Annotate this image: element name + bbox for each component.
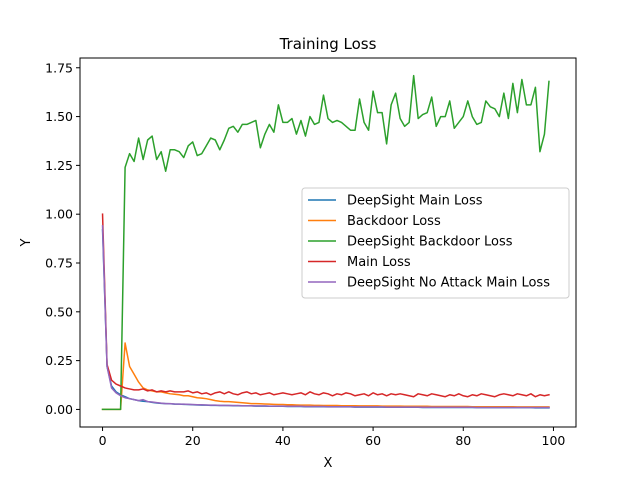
legend-label-4: DeepSight No Attack Main Loss	[347, 276, 550, 291]
y-tick-label: 1.00	[45, 207, 73, 222]
plot-lines	[101, 74, 550, 411]
plot-frame	[79, 57, 577, 428]
legend-label-2: DeepSight Backdoor Loss	[347, 235, 513, 250]
legend-box	[301, 187, 570, 299]
series-line-4	[101, 225, 550, 409]
x-tick-label: 40	[275, 433, 291, 448]
y-tick-label: 0.50	[45, 304, 73, 319]
legend: DeepSight Main Loss Backdoor Loss DeepSigh…	[301, 187, 570, 299]
x-axis-label: X	[324, 456, 333, 471]
y-tick-label: 1.25	[45, 158, 73, 173]
y-axis: 0.00 0.25 0.50 0.75 1.00 1.25 1.50 1.75	[45, 60, 80, 417]
x-tick-label: 0	[99, 433, 107, 448]
chart-title: Training Loss	[279, 35, 377, 53]
y-tick-label: 0.75	[45, 256, 73, 271]
legend-label-1: Backdoor Loss	[347, 214, 441, 229]
x-tick-label: 20	[185, 433, 201, 448]
y-tick-label: 0.25	[45, 353, 73, 368]
x-tick-label: 60	[365, 433, 381, 448]
y-tick-label: 0.00	[45, 402, 73, 417]
legend-label-0: DeepSight Main Loss	[347, 194, 483, 209]
x-axis: 0 20 40 60 80 100	[99, 427, 566, 448]
y-tick-label: 1.75	[45, 60, 73, 75]
y-axis-label: Y	[19, 238, 34, 247]
legend-label-3: Main Loss	[347, 255, 411, 270]
series-line-3	[101, 213, 550, 398]
series-line-2	[101, 74, 550, 411]
x-tick-label: 100	[542, 433, 566, 448]
x-tick-label: 80	[455, 433, 471, 448]
y-tick-label: 1.50	[45, 109, 73, 124]
